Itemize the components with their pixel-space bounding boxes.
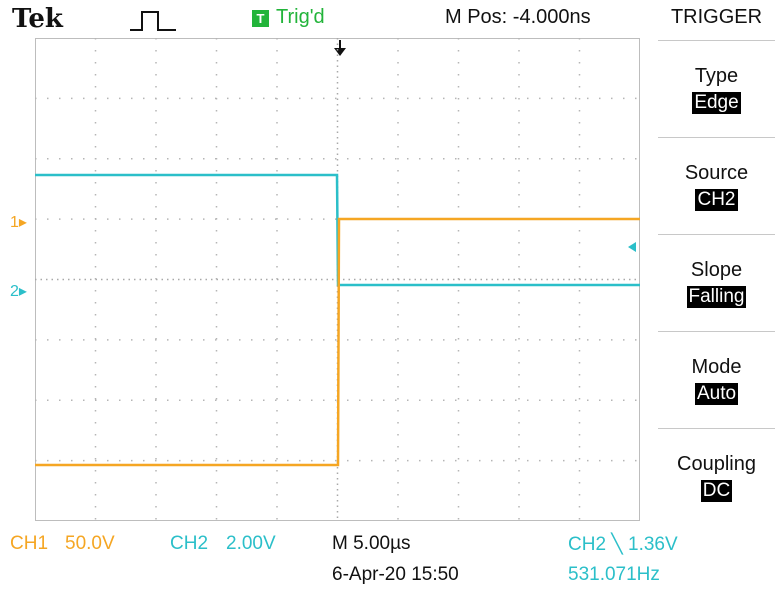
status-bar: Tek T Trig'd M Pos: -4.000ns: [0, 0, 655, 38]
menu-item-value: Edge: [692, 92, 741, 114]
trigger-menu: TRIGGER Type Edge Source CH2 Slope Falli…: [658, 0, 775, 525]
ch2-scale: 2.00V: [226, 533, 276, 554]
menu-item-value: DC: [700, 480, 733, 502]
menu-item-value: CH2: [695, 189, 738, 211]
menu-item-type[interactable]: Type Edge: [658, 40, 775, 135]
graticule: [35, 38, 640, 521]
menu-item-coupling[interactable]: Coupling DC: [658, 428, 775, 523]
acquisition-pulse-icon: [130, 11, 176, 31]
ch2-label: CH2: [170, 533, 209, 554]
trigger-frequency: 531.071Hz: [568, 564, 660, 585]
menu-item-mode[interactable]: Mode Auto: [658, 331, 775, 426]
brand-logo: Tek: [12, 4, 63, 34]
ch1-label: CH1: [10, 533, 49, 554]
menu-item-label: Coupling: [677, 453, 756, 475]
ch1-ground-marker: 1▸: [10, 214, 27, 231]
trigger-level-arrow-icon: [628, 242, 636, 252]
timebase: M 5.00µs: [332, 533, 411, 554]
ch2-trace: [35, 173, 640, 287]
horizontal-position: M Pos: -4.000ns: [445, 6, 591, 28]
ch1-scale: 50.0V: [65, 533, 115, 554]
menu-item-slope[interactable]: Slope Falling: [658, 234, 775, 329]
menu-item-label: Slope: [690, 259, 743, 281]
menu-item-source[interactable]: Source CH2: [658, 137, 775, 232]
trigger-info: CH2 ╲ 1.36V: [568, 534, 678, 555]
menu-item-label: Source: [684, 162, 749, 184]
menu-item-label: Type: [694, 65, 739, 87]
menu-item-value: Falling: [686, 286, 747, 308]
date-time: 6-Apr-20 15:50: [332, 564, 459, 585]
menu-item-value: Auto: [694, 383, 739, 405]
ch1-trace: [35, 217, 640, 467]
trigger-status: Trig'd: [276, 6, 325, 28]
trigger-badge: T: [252, 10, 269, 27]
ch2-ground-marker: 2▸: [10, 283, 27, 300]
menu-item-label: Mode: [691, 356, 742, 378]
menu-title: TRIGGER: [670, 6, 763, 28]
